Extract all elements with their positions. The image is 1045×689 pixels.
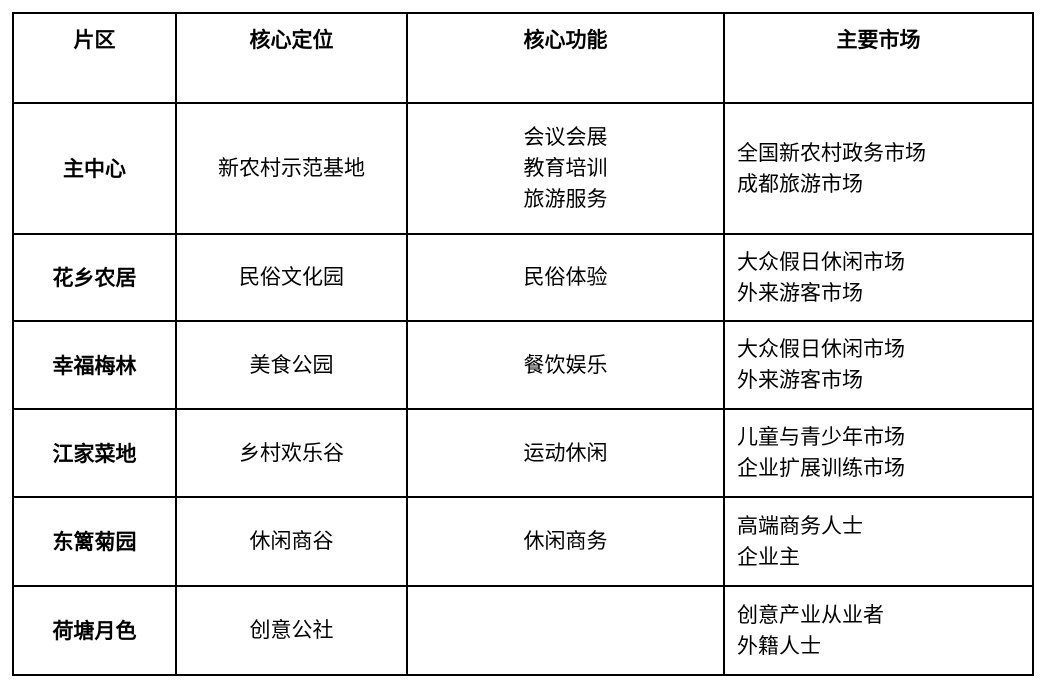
market-line: 儿童与青少年市场 <box>737 425 905 449</box>
zone-cell: 江家菜地 <box>12 408 177 498</box>
markets-cell: 高端商务人士 企业主 <box>723 496 1034 587</box>
function-line: 会议会展 <box>523 125 608 149</box>
table-row: 主中心 新农村示范基地 会议会展 教育培训 旅游服务 全国新农村政务市场 成都旅游市场 <box>12 102 1034 235</box>
header-markets: 主要市场 <box>723 12 1034 104</box>
markets-cell: 创意产业从业者 外籍人士 <box>723 585 1034 676</box>
table-row: 幸福梅林 美食公园 餐饮娱乐 大众假日休闲市场 外来游客市场 <box>12 320 1034 410</box>
market-line: 创意产业从业者 <box>737 602 884 627</box>
positioning-cell: 休闲商谷 <box>175 496 408 587</box>
function-line: 旅游服务 <box>523 187 608 211</box>
market-line: 大众假日休闲市场 <box>737 249 905 274</box>
function-line: 餐饮娱乐 <box>523 352 608 377</box>
zone-table: 片区 核心定位 核心功能 主要市场 主中心 新农村示范基地 会议会展 教育培训 旅游服务… <box>12 12 1034 676</box>
market-line: 外来游客市场 <box>737 368 863 392</box>
function-line: 运动休闲 <box>523 440 608 465</box>
table-row: 江家菜地 乡村欢乐谷 运动休闲 儿童与青少年市场 企业扩展训练市场 <box>12 408 1034 498</box>
markets-cell: 大众假日休闲市场 外来游客市场 <box>723 320 1034 410</box>
header-zone: 片区 <box>12 12 177 104</box>
positioning-cell: 美食公园 <box>175 320 408 410</box>
market-line: 外来游客市场 <box>737 280 863 305</box>
header-positioning: 核心定位 <box>175 12 408 104</box>
functions-cell <box>406 585 725 676</box>
functions-cell: 餐饮娱乐 <box>406 320 725 410</box>
functions-cell: 休闲商务 <box>406 496 725 587</box>
header-row: 片区 核心定位 核心功能 主要市场 <box>12 12 1034 104</box>
function-line: 教育培训 <box>523 156 608 180</box>
markets-cell: 儿童与青少年市场 企业扩展训练市场 <box>723 408 1034 498</box>
function-line: 民俗体验 <box>523 265 608 289</box>
table-row: 花乡农居 民俗文化园 民俗体验 大众假日休闲市场 外来游客市场 <box>12 233 1034 322</box>
zone-cell: 主中心 <box>12 102 177 235</box>
positioning-cell: 新农村示范基地 <box>175 102 408 235</box>
function-line: 休闲商务 <box>523 529 608 553</box>
market-line: 企业扩展训练市场 <box>737 456 905 480</box>
market-line: 高端商务人士 <box>737 513 863 538</box>
market-line: 企业主 <box>737 544 800 569</box>
market-line: 大众假日休闲市场 <box>737 337 905 361</box>
table-row: 荷塘月色 创意公社 创意产业从业者 外籍人士 <box>12 585 1034 676</box>
positioning-cell: 乡村欢乐谷 <box>175 408 408 498</box>
market-line: 外籍人士 <box>737 633 821 658</box>
table-row: 东篱菊园 休闲商谷 休闲商务 高端商务人士 企业主 <box>12 496 1034 587</box>
functions-cell: 民俗体验 <box>406 233 725 322</box>
positioning-cell: 民俗文化园 <box>175 233 408 322</box>
markets-cell: 大众假日休闲市场 外来游客市场 <box>723 233 1034 322</box>
positioning-cell: 创意公社 <box>175 585 408 676</box>
markets-cell: 全国新农村政务市场 成都旅游市场 <box>723 102 1034 235</box>
market-line: 全国新农村政务市场 <box>737 140 926 165</box>
zone-cell: 幸福梅林 <box>12 320 177 410</box>
functions-cell: 会议会展教育培训旅游服务 <box>406 102 725 235</box>
zone-cell: 荷塘月色 <box>12 585 177 676</box>
functions-cell: 运动休闲 <box>406 408 725 498</box>
zone-cell: 东篱菊园 <box>12 496 177 587</box>
market-line: 成都旅游市场 <box>737 171 863 196</box>
zone-cell: 花乡农居 <box>12 233 177 322</box>
header-functions: 核心功能 <box>406 12 725 104</box>
